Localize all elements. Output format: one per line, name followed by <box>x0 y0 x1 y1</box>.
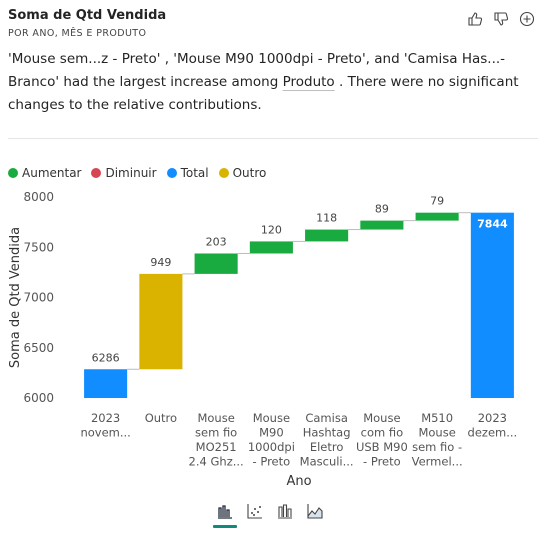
data-label: 7844 <box>477 218 508 231</box>
waterfall-bar <box>360 220 404 230</box>
legend-item-aumentar[interactable]: Aumentar <box>8 166 81 180</box>
waterfall-bar <box>139 273 183 370</box>
y-tick-label: 6500 <box>23 341 54 355</box>
x-axis-title: Ano <box>286 474 311 489</box>
x-tick-label: 2023 <box>91 411 120 425</box>
legend-label: Diminuir <box>105 166 157 180</box>
legend-dot <box>91 168 102 178</box>
waterfall-bar <box>84 369 128 398</box>
data-label: 118 <box>316 212 337 225</box>
y-axis-title: Soma de Qtd Vendida <box>8 227 23 368</box>
x-tick-label: Masculi... <box>300 455 354 469</box>
column-view-icon[interactable] <box>276 502 294 520</box>
x-tick-label: USB M90 <box>356 440 408 454</box>
y-tick-label: 7000 <box>23 291 54 305</box>
legend-label: Aumentar <box>22 166 82 180</box>
x-tick-label: Camisa <box>305 411 348 425</box>
legend-dot <box>8 168 18 178</box>
legend-label: Total <box>180 166 209 180</box>
narrative-text-1: 'Mouse sem...z - Preto' , 'Mouse M90 100… <box>8 51 506 90</box>
x-tick-label: Outro <box>145 411 177 425</box>
x-tick-label: dezem... <box>468 426 518 440</box>
x-tick-label: sem fio <box>195 426 237 440</box>
data-label: 6286 <box>92 351 120 364</box>
x-tick-label: Mouse <box>197 411 234 425</box>
x-tick-label: 2.4 Ghz... <box>189 455 244 469</box>
x-tick-label: Eletro <box>310 440 344 454</box>
x-tick-label: Mouse <box>363 411 400 425</box>
divider <box>8 138 538 139</box>
y-tick-label: 6000 <box>23 391 54 405</box>
thumbs-down-icon[interactable] <box>492 10 510 28</box>
x-tick-label: M90 <box>259 426 284 440</box>
chart-legend: Aumentar Diminuir Total Outro <box>8 166 266 180</box>
x-tick-label: com fio <box>361 426 404 440</box>
data-label: 120 <box>261 223 282 236</box>
area-view-icon[interactable] <box>306 502 324 520</box>
waterfall-bar <box>470 212 514 398</box>
waterfall-bar <box>415 212 459 221</box>
data-label: 89 <box>375 203 389 216</box>
add-circle-icon[interactable] <box>518 10 536 28</box>
waterfall-view-icon[interactable] <box>213 502 237 528</box>
x-tick-label: novem... <box>80 426 130 440</box>
waterfall-bar <box>305 229 349 242</box>
waterfall-bar <box>194 253 238 274</box>
x-tick-label: Mouse <box>253 411 290 425</box>
data-label: 79 <box>430 195 444 208</box>
x-tick-label: Mouse <box>418 426 455 440</box>
waterfall-bar <box>249 241 293 254</box>
x-tick-label: - Preto <box>363 455 401 469</box>
legend-item-diminuir[interactable]: Diminuir <box>91 166 157 180</box>
visual-type-switcher <box>213 502 324 528</box>
thumbs-up-icon[interactable] <box>466 10 484 28</box>
legend-item-total[interactable]: Total <box>166 166 209 180</box>
legend-dot <box>166 168 177 178</box>
waterfall-chart: 6000 6500 7000 7500 8000 Soma de Qtd Vendida 6… <box>8 190 518 489</box>
visual-header-actions <box>466 10 536 28</box>
visual-subtitle: POR ANO, MÊS E PRODUTO <box>8 28 147 39</box>
visual-title: Soma de Qtd Vendida <box>8 8 167 23</box>
legend-dot <box>218 168 229 178</box>
produto-link[interactable]: Produto <box>282 74 335 90</box>
y-tick-label: 7500 <box>23 240 54 254</box>
x-tick-label: MO251 <box>196 440 237 454</box>
y-tick-label: 8000 <box>23 190 54 204</box>
smart-narrative: 'Mouse sem...z - Preto' , 'Mouse M90 100… <box>8 48 530 117</box>
legend-item-outro[interactable]: Outro <box>218 166 267 180</box>
narrative-text-2: . There were no significant changes to t… <box>8 74 519 113</box>
x-tick-label: - Preto <box>253 455 291 469</box>
x-tick-label: sem fio - <box>412 440 462 454</box>
data-label: 203 <box>206 235 227 248</box>
legend-label: Outro <box>232 166 267 180</box>
x-tick-label: 2023 <box>478 411 507 425</box>
scatter-view-icon[interactable] <box>246 502 264 520</box>
x-tick-label: M510 <box>421 411 453 425</box>
x-tick-label: Hashtag <box>303 426 351 440</box>
x-tick-label: Vermel... <box>412 455 463 469</box>
data-label: 949 <box>150 256 171 269</box>
x-tick-label: 1000dpi <box>248 440 295 454</box>
